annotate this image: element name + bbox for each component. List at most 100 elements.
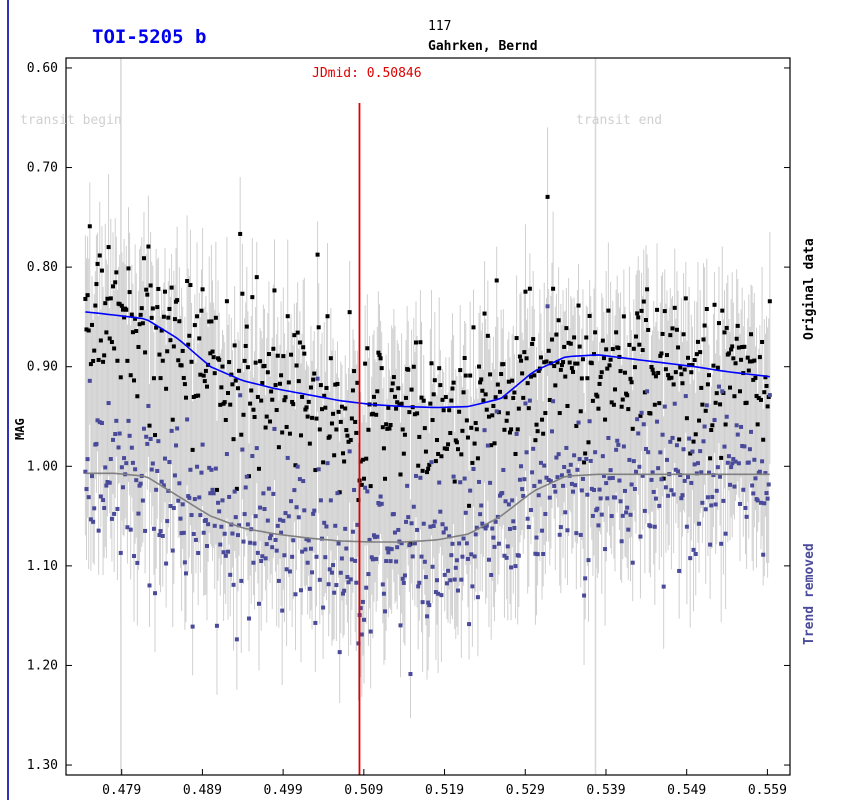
- original-point: [102, 353, 107, 358]
- original-point: [590, 398, 595, 403]
- detrended-point: [127, 433, 132, 438]
- original-point: [240, 291, 245, 296]
- detrended-point: [210, 487, 215, 492]
- original-point: [493, 395, 498, 400]
- detrended-point: [244, 474, 249, 479]
- detrended-point: [660, 432, 665, 437]
- detrended-point: [172, 473, 177, 478]
- original-point: [433, 459, 438, 464]
- detrended-point: [167, 460, 172, 465]
- original-point: [245, 365, 250, 370]
- detrended-point: [386, 550, 391, 555]
- original-point: [616, 346, 621, 351]
- original-point: [201, 373, 206, 378]
- original-point: [337, 490, 342, 495]
- original-point: [254, 275, 259, 280]
- detrended-point: [525, 516, 530, 521]
- original-point: [146, 244, 151, 249]
- detrended-point: [156, 439, 161, 444]
- original-point: [765, 404, 770, 409]
- detrended-point: [599, 512, 604, 517]
- detrended-point: [577, 457, 582, 462]
- original-point: [660, 331, 665, 336]
- original-point: [402, 432, 407, 437]
- original-point: [371, 394, 376, 399]
- detrended-point: [203, 518, 208, 523]
- detrended-point: [646, 450, 651, 455]
- original-point: [456, 447, 461, 452]
- original-point: [462, 356, 467, 361]
- original-point: [707, 373, 712, 378]
- detrended-point: [554, 455, 559, 460]
- original-point: [135, 394, 140, 399]
- original-point: [205, 384, 210, 389]
- original-point: [244, 324, 249, 329]
- detrended-point: [154, 487, 159, 492]
- detrended-point: [248, 540, 253, 545]
- original-point: [737, 389, 742, 394]
- detrended-point: [198, 513, 203, 518]
- original-point: [441, 408, 446, 413]
- original-point: [723, 422, 728, 427]
- original-point: [99, 268, 104, 273]
- detrended-point: [728, 482, 733, 487]
- detrended-point: [548, 479, 553, 484]
- detrended-point: [430, 564, 435, 569]
- detrended-point: [168, 504, 173, 509]
- detrended-point: [243, 485, 248, 490]
- original-point: [280, 430, 285, 435]
- detrended-point: [597, 487, 602, 492]
- original-point: [169, 285, 174, 290]
- original-point: [191, 394, 196, 399]
- original-point: [197, 336, 202, 341]
- original-point: [218, 402, 223, 407]
- original-point: [334, 427, 339, 432]
- original-point: [324, 385, 329, 390]
- detrended-point: [353, 558, 358, 563]
- original-point: [258, 359, 263, 364]
- original-point: [463, 373, 468, 378]
- original-point: [642, 390, 647, 395]
- detrended-point: [537, 479, 542, 484]
- detrended-point: [95, 418, 100, 423]
- detrended-point: [326, 582, 331, 587]
- original-point: [736, 345, 741, 350]
- original-point: [699, 385, 704, 390]
- original-point: [346, 439, 351, 444]
- detrended-point: [520, 487, 525, 492]
- original-point: [585, 376, 590, 381]
- detrended-point: [731, 456, 736, 461]
- detrended-point: [764, 491, 769, 496]
- detrended-point: [201, 530, 206, 535]
- original-point: [564, 326, 569, 331]
- original-point: [634, 334, 639, 339]
- detrended-point: [337, 650, 342, 655]
- detrended-point: [433, 590, 438, 595]
- detrended-point: [250, 454, 255, 459]
- detrended-point: [341, 591, 346, 596]
- original-point: [270, 397, 275, 402]
- original-point: [689, 370, 694, 375]
- original-point: [499, 372, 504, 377]
- detrended-point: [701, 439, 706, 444]
- original-point: [307, 441, 312, 446]
- original-point: [669, 375, 674, 380]
- detrended-point: [238, 393, 243, 398]
- original-point: [565, 403, 570, 408]
- original-point: [442, 446, 447, 451]
- original-point: [391, 375, 396, 380]
- detrended-point: [392, 530, 397, 535]
- original-point: [222, 400, 227, 405]
- original-point: [151, 376, 156, 381]
- original-point: [586, 440, 591, 445]
- original-point: [368, 484, 373, 489]
- original-point: [761, 437, 766, 442]
- original-point: [578, 409, 583, 414]
- detrended-point: [493, 519, 498, 524]
- detrended-point: [578, 532, 583, 537]
- detrended-point: [112, 511, 117, 516]
- detrended-point: [269, 532, 274, 537]
- original-point: [645, 287, 650, 292]
- detrended-point: [97, 420, 102, 425]
